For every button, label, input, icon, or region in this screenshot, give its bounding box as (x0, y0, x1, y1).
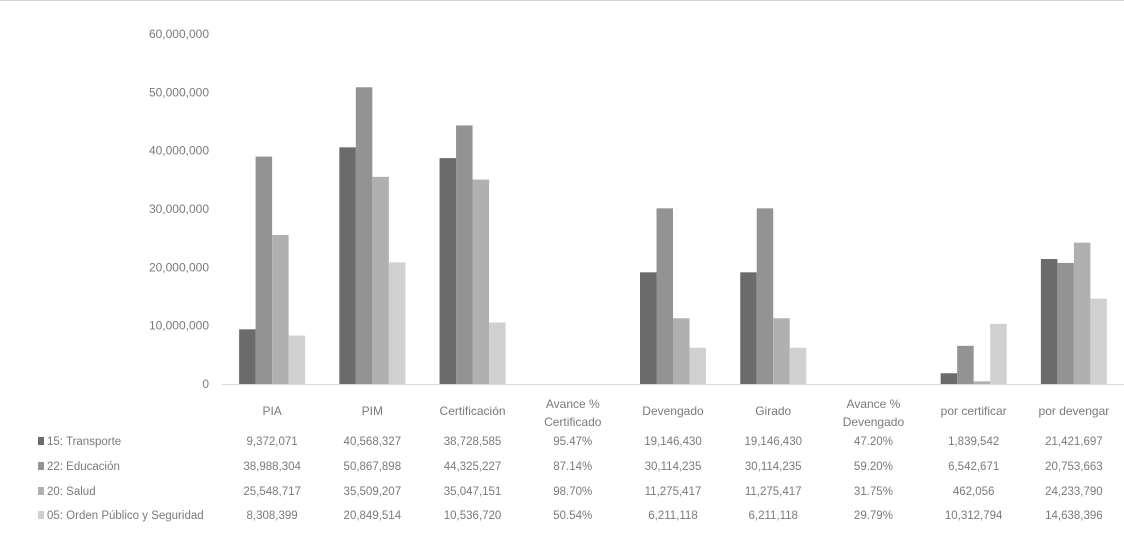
category-label: Girado (755, 404, 791, 418)
data-table-cell: 35,047,151 (444, 486, 502, 498)
bar (388, 262, 406, 384)
data-table-cell: 14,638,396 (1045, 510, 1103, 522)
bar (740, 272, 757, 384)
data-table-cell: 38,728,585 (444, 436, 502, 448)
data-table-cell: 1,839,542 (948, 436, 999, 448)
data-table-cell: 20,849,514 (344, 510, 402, 522)
data-table-cell: 6,211,118 (748, 510, 797, 522)
data-table-cell: 31.75% (854, 486, 893, 498)
y-axis: 0 10,000,000 20,000,000 30,000,000 40,000,00… (149, 27, 209, 391)
data-table-cell: 19,146,430 (644, 436, 702, 448)
data-table: 15: Transporte 9,372,071 40,568,327 38,728,… (38, 436, 1103, 522)
bar (1057, 262, 1074, 384)
bar (489, 322, 506, 384)
bar (640, 272, 657, 384)
data-table-cell: 10,312,794 (945, 510, 1003, 522)
data-table-cell: 44,325,227 (444, 461, 502, 473)
legend-label: 15: Transporte (47, 436, 121, 448)
y-tick-label: 30,000,000 (149, 202, 209, 216)
category-label: Avance % (847, 397, 901, 411)
bar (973, 381, 991, 384)
data-table-cell: 30,114,235 (745, 461, 802, 473)
bar (255, 156, 273, 384)
bar (656, 208, 673, 384)
category-label: Certificado (544, 415, 602, 429)
data-table-cell: 29.79% (854, 510, 893, 522)
bar (940, 373, 958, 384)
data-table-cell: 10,536,720 (444, 510, 502, 522)
y-tick-label: 20,000,000 (149, 260, 209, 274)
bar (355, 87, 373, 384)
data-table-cell: 21,421,697 (1045, 436, 1103, 448)
bar (773, 318, 790, 384)
bar (439, 158, 457, 384)
category-label: PIA (262, 404, 281, 418)
bar (689, 347, 706, 384)
data-table-cell: 20,753,663 (1045, 461, 1103, 473)
legend-label: 20: Salud (47, 486, 96, 498)
data-table-cell: 35,509,207 (344, 486, 402, 498)
legend-key (38, 511, 44, 519)
bar (1090, 298, 1107, 384)
data-table-cell: 19,146,430 (744, 436, 802, 448)
data-table-cell: 87.14% (553, 461, 592, 473)
data-table-cell: 47.20% (854, 436, 893, 448)
data-table-cell: 98.70% (553, 486, 592, 498)
data-table-cell: 30,114,235 (645, 461, 702, 473)
category-label: Avance % (546, 397, 600, 411)
y-tick-label: 40,000,000 (149, 144, 209, 158)
category-label: por devengar (1039, 404, 1110, 418)
legend-label: 05: Orden Público y Seguridad (47, 510, 204, 522)
data-table-cell: 25,548,717 (243, 486, 301, 498)
category-label: PIM (362, 404, 383, 418)
legend-label: 22: Educación (47, 461, 120, 473)
data-table-cell: 462,056 (953, 486, 995, 498)
data-table-cell: 59.20% (854, 461, 893, 473)
legend-key (38, 462, 44, 470)
category-label: Devengado (642, 404, 704, 418)
data-table-cell: 24,233,790 (1045, 486, 1103, 498)
category-label: por certificar (941, 404, 1007, 418)
data-table-cell: 6,542,671 (948, 461, 999, 473)
bar (372, 176, 389, 384)
category-label: Certificación (440, 404, 506, 418)
bar (456, 125, 473, 385)
y-tick-label: 60,000,000 (149, 27, 209, 41)
bar (239, 329, 256, 384)
data-table-cell: 9,372,071 (247, 436, 298, 448)
y-tick-label: 50,000,000 (149, 85, 209, 99)
bar (990, 323, 1007, 384)
plot-area (222, 87, 1124, 385)
category-labels: PIA PIM Certificación Avance % Certificado De… (262, 397, 1109, 429)
data-table-cell: 50.54% (553, 510, 592, 522)
data-table-cell: 11,275,417 (745, 486, 802, 498)
bar (673, 318, 690, 384)
bar (472, 179, 490, 384)
bar (957, 345, 974, 384)
data-table-cell: 95.47% (553, 436, 592, 448)
data-table-cell: 8,308,399 (247, 510, 298, 522)
y-tick-label: 0 (202, 377, 209, 391)
bar (288, 335, 306, 384)
legend-key (38, 437, 44, 445)
data-table-cell: 40,568,327 (344, 436, 402, 448)
bar (756, 208, 774, 384)
bar (789, 347, 807, 384)
data-table-cell: 6,211,118 (648, 510, 697, 522)
category-label: Devengado (843, 415, 905, 429)
bar (272, 234, 289, 384)
data-table-cell: 11,275,417 (645, 486, 702, 498)
y-tick-label: 10,000,000 (149, 319, 209, 333)
legend-key (38, 487, 44, 495)
data-table-cell: 38,988,304 (243, 461, 301, 473)
bar (1073, 242, 1091, 384)
bar (339, 147, 356, 384)
data-table-cell: 50,867,898 (344, 461, 402, 473)
bar (1040, 259, 1058, 384)
